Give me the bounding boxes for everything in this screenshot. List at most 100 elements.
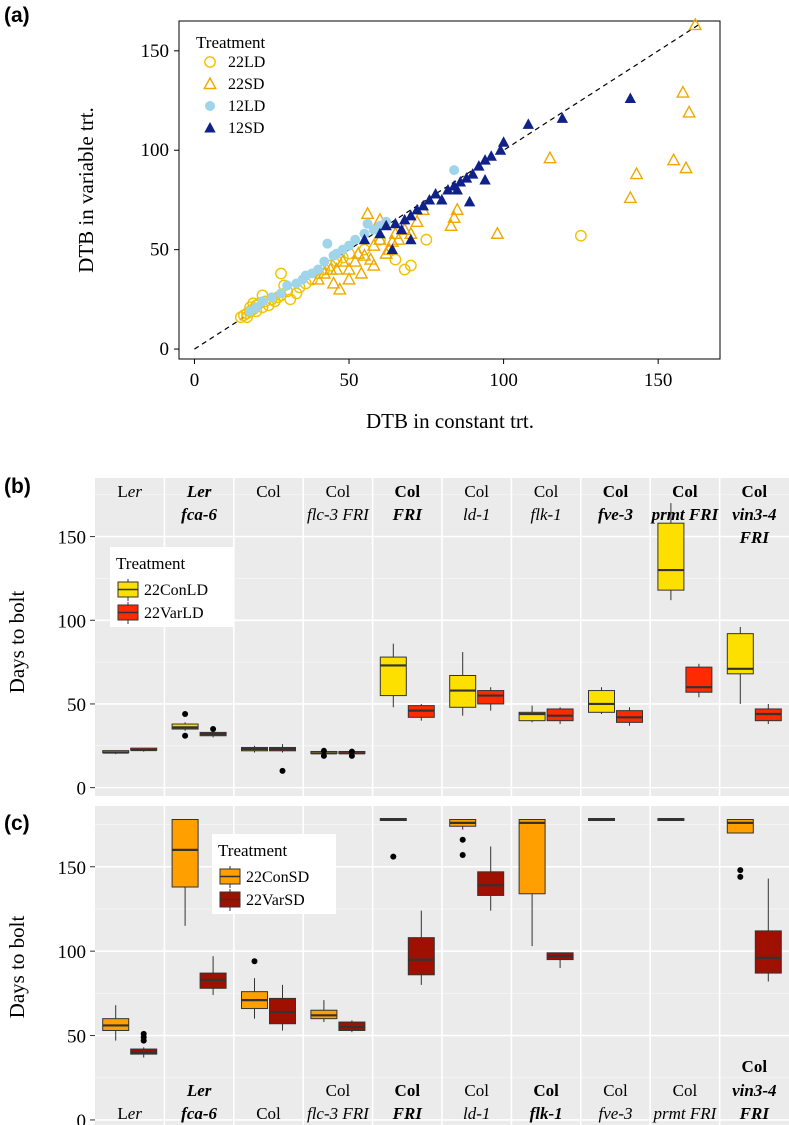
- box-22ConLD: [726, 626, 754, 704]
- panel-a-points: [234, 17, 703, 324]
- strip-label: Col: [534, 482, 559, 501]
- y-tick-label: 50: [150, 240, 169, 261]
- data-point: [497, 136, 510, 147]
- panel-c-boxes: [102, 818, 782, 1058]
- strip-label: Ler: [186, 482, 212, 501]
- box-22ConLD: [171, 710, 199, 739]
- y-tick-label: 0: [77, 779, 87, 800]
- data-point: [322, 238, 333, 249]
- panel-b-grid: [95, 478, 789, 796]
- legend-label: 12LD: [228, 98, 265, 115]
- strip-label: flc-3 FRI: [307, 505, 370, 524]
- box-22ConLD: [518, 705, 546, 723]
- y-tick-label: 150: [141, 41, 170, 62]
- data-point: [490, 226, 505, 239]
- box-22ConLD: [241, 745, 268, 753]
- box-iqr: [171, 819, 199, 888]
- x-axis-title: DTB in constant trt.: [366, 409, 534, 433]
- data-point: [556, 112, 569, 123]
- y-tick-label: 100: [58, 611, 87, 632]
- strip-label: ld-1: [463, 505, 490, 524]
- x-tick-label: 0: [190, 370, 200, 391]
- x-tick-label: 150: [644, 370, 673, 391]
- data-point: [358, 233, 371, 245]
- legend-label: 22ConLD: [144, 582, 208, 599]
- strip-label: Col: [672, 482, 698, 501]
- box-22VarSD: [269, 984, 296, 1031]
- data-point: [360, 206, 375, 220]
- outlier-point: [459, 851, 466, 858]
- legend-key: [205, 101, 215, 111]
- box-22VarLD: [685, 663, 713, 698]
- strip-label: fve-3: [598, 505, 633, 524]
- box-22ConSD: [449, 819, 477, 858]
- legend-label: 22LD: [228, 54, 265, 71]
- strip-label: Col: [395, 1081, 421, 1100]
- outlier-point: [320, 752, 327, 759]
- box-22ConSD: [588, 818, 615, 822]
- box-22ConSD: [241, 958, 268, 1019]
- data-point: [436, 193, 448, 205]
- data-point: [466, 168, 479, 179]
- box-iqr: [477, 871, 505, 896]
- box-22ConLD: [588, 687, 615, 714]
- data-point: [319, 256, 330, 267]
- strip-label: Col: [533, 1081, 559, 1100]
- box-22VarSD: [546, 952, 574, 969]
- strip-label: Col: [326, 1081, 351, 1100]
- outlier-point: [182, 732, 189, 739]
- y-tick-label: 0: [77, 1111, 87, 1125]
- panel-a-label: (a): [4, 4, 30, 27]
- box-22ConSD: [102, 1005, 130, 1041]
- box-22ConSD: [379, 818, 407, 860]
- legend-label: 22ConSD: [246, 869, 309, 886]
- outlier-point: [459, 836, 466, 843]
- data-point: [342, 272, 356, 285]
- data-point: [485, 150, 497, 161]
- data-point: [624, 92, 637, 104]
- legend-label: 12SD: [228, 120, 264, 137]
- box-22VarSD: [407, 910, 435, 985]
- box-22ConSD: [171, 819, 199, 926]
- box-22ConSD: [310, 1000, 338, 1023]
- box-iqr: [754, 930, 782, 974]
- data-point: [354, 266, 369, 279]
- box-iqr: [588, 690, 615, 713]
- data-point: [623, 190, 638, 204]
- box-22VarLD: [199, 726, 227, 738]
- box-22ConLD: [449, 652, 477, 716]
- y-tick-label: 150: [58, 858, 87, 879]
- y-tick-label: 100: [58, 942, 87, 963]
- outlier-point: [320, 747, 327, 754]
- box-22VarLD: [130, 747, 158, 752]
- data-point: [366, 238, 381, 251]
- strip-label: Col: [464, 482, 489, 501]
- box-22ConLD: [379, 643, 407, 708]
- data-point: [335, 254, 350, 267]
- data-point: [391, 232, 406, 245]
- strip-label: flc-3 FRI: [307, 1104, 370, 1123]
- outlier-point: [182, 710, 189, 717]
- strip-label: flk-1: [530, 1104, 563, 1123]
- data-point: [398, 213, 411, 225]
- strip-label: Col: [326, 482, 351, 501]
- box-iqr: [726, 819, 754, 834]
- strip-label: Col: [603, 1081, 628, 1100]
- strip-label: FRI: [392, 505, 424, 524]
- box-22VarLD: [754, 703, 782, 725]
- data-point: [284, 293, 297, 306]
- strip-label-part: er: [128, 482, 143, 501]
- box-22VarSD: [477, 846, 505, 911]
- data-point: [331, 248, 342, 259]
- box-22ConLD: [310, 747, 338, 759]
- data-point: [313, 264, 324, 275]
- panel-a: (a) 0 50 100 150 0 50 100 150 Treatment 22LD 22S…: [4, 4, 721, 433]
- outlier-point: [390, 853, 397, 860]
- data-point: [362, 218, 373, 229]
- box-22ConLD: [102, 750, 130, 755]
- legend-label: 22VarLD: [144, 605, 204, 622]
- data-point: [463, 195, 476, 207]
